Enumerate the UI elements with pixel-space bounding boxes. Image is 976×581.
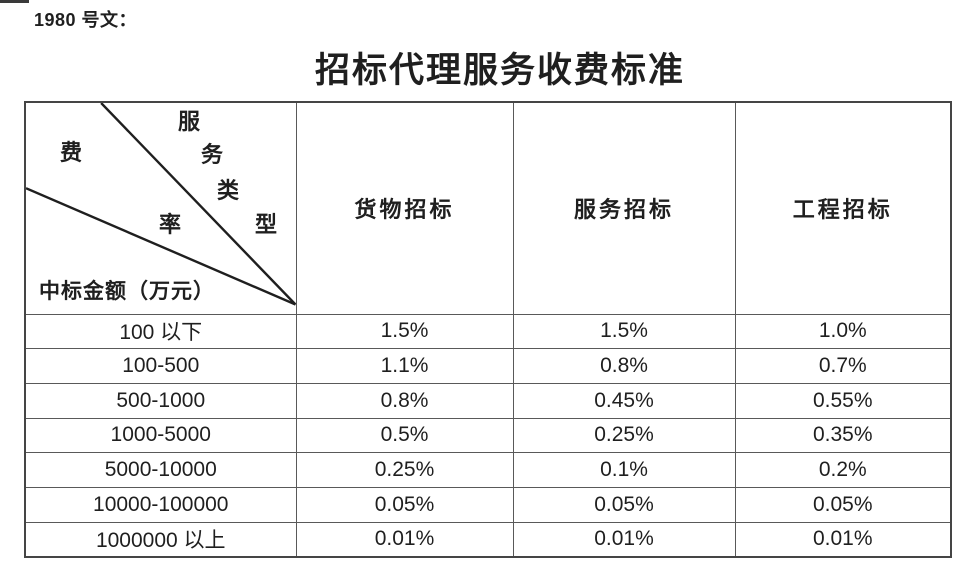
fee-value: 1.5% xyxy=(295,313,514,350)
doc-ref: 1980 号文： xyxy=(34,10,138,30)
table-row: 1000-5000 0.5% 0.25% 0.35% xyxy=(24,417,952,454)
row-label: 1000000 以上 xyxy=(24,521,297,558)
row-label: 1000-5000 xyxy=(24,417,297,454)
fee-value: 0.35% xyxy=(734,417,952,454)
header-row: 服 务 类 型 费 率 中标金额（万元） 货物招标 服务招标 工程招标 xyxy=(24,101,952,315)
fee-value: 0.8% xyxy=(512,348,736,384)
page-title: 招标代理服务收费标准 xyxy=(314,51,685,90)
fee-value: 0.8% xyxy=(295,382,514,419)
fee-table: 服 务 类 型 费 率 中标金额（万元） 货物招标 服务招标 工程招标 100 … xyxy=(24,101,952,558)
corner-rate-char: 费 xyxy=(60,140,83,165)
column-header-service: 服务招标 xyxy=(512,101,736,315)
fee-value: 0.1% xyxy=(512,452,736,488)
fee-value: 1.5% xyxy=(512,313,736,350)
row-label: 5000-10000 xyxy=(24,452,297,488)
fee-value: 0.01% xyxy=(295,521,514,558)
fee-value: 0.05% xyxy=(734,486,952,523)
fee-value: 0.25% xyxy=(512,417,736,454)
fee-value: 0.05% xyxy=(512,486,736,523)
column-header-goods: 货物招标 xyxy=(295,101,514,315)
row-label: 500-1000 xyxy=(24,382,297,419)
corner-type-char: 型 xyxy=(255,212,278,237)
table-row: 500-1000 0.8% 0.45% 0.55% xyxy=(24,382,952,419)
corner-type-char: 务 xyxy=(201,142,224,167)
row-label: 10000-100000 xyxy=(24,486,297,523)
fee-value: 0.55% xyxy=(734,382,952,419)
table-row: 5000-10000 0.25% 0.1% 0.2% xyxy=(24,452,952,488)
table-row: 10000-100000 0.05% 0.05% 0.05% xyxy=(24,486,952,523)
table-row: 100 以下 1.5% 1.5% 1.0% xyxy=(24,313,952,350)
fee-value: 1.1% xyxy=(295,348,514,384)
corner-amount-label: 中标金额（万元） xyxy=(39,279,215,303)
fee-value: 0.01% xyxy=(734,521,952,558)
fee-value: 1.0% xyxy=(734,313,952,350)
corner-type-char: 类 xyxy=(217,178,240,203)
page-edge-artifact xyxy=(0,0,29,3)
corner-cell: 服 务 类 型 费 率 中标金额（万元） xyxy=(24,101,297,315)
corner-rate-char: 率 xyxy=(159,212,182,237)
fee-value: 0.05% xyxy=(295,486,514,523)
table-row: 100-500 1.1% 0.8% 0.7% xyxy=(24,348,952,384)
fee-value: 0.01% xyxy=(512,521,736,558)
fee-value: 0.5% xyxy=(295,417,514,454)
row-label: 100-500 xyxy=(24,348,297,384)
fee-value: 0.45% xyxy=(512,382,736,419)
fee-value: 0.7% xyxy=(734,348,952,384)
fee-value: 0.25% xyxy=(295,452,514,488)
fee-value: 0.2% xyxy=(734,452,952,488)
table-row: 1000000 以上 0.01% 0.01% 0.01% xyxy=(24,521,952,558)
corner-type-char: 服 xyxy=(178,109,201,134)
column-header-engineering: 工程招标 xyxy=(734,101,952,315)
diagonal-divider-lines xyxy=(26,103,296,306)
row-label: 100 以下 xyxy=(24,313,297,350)
